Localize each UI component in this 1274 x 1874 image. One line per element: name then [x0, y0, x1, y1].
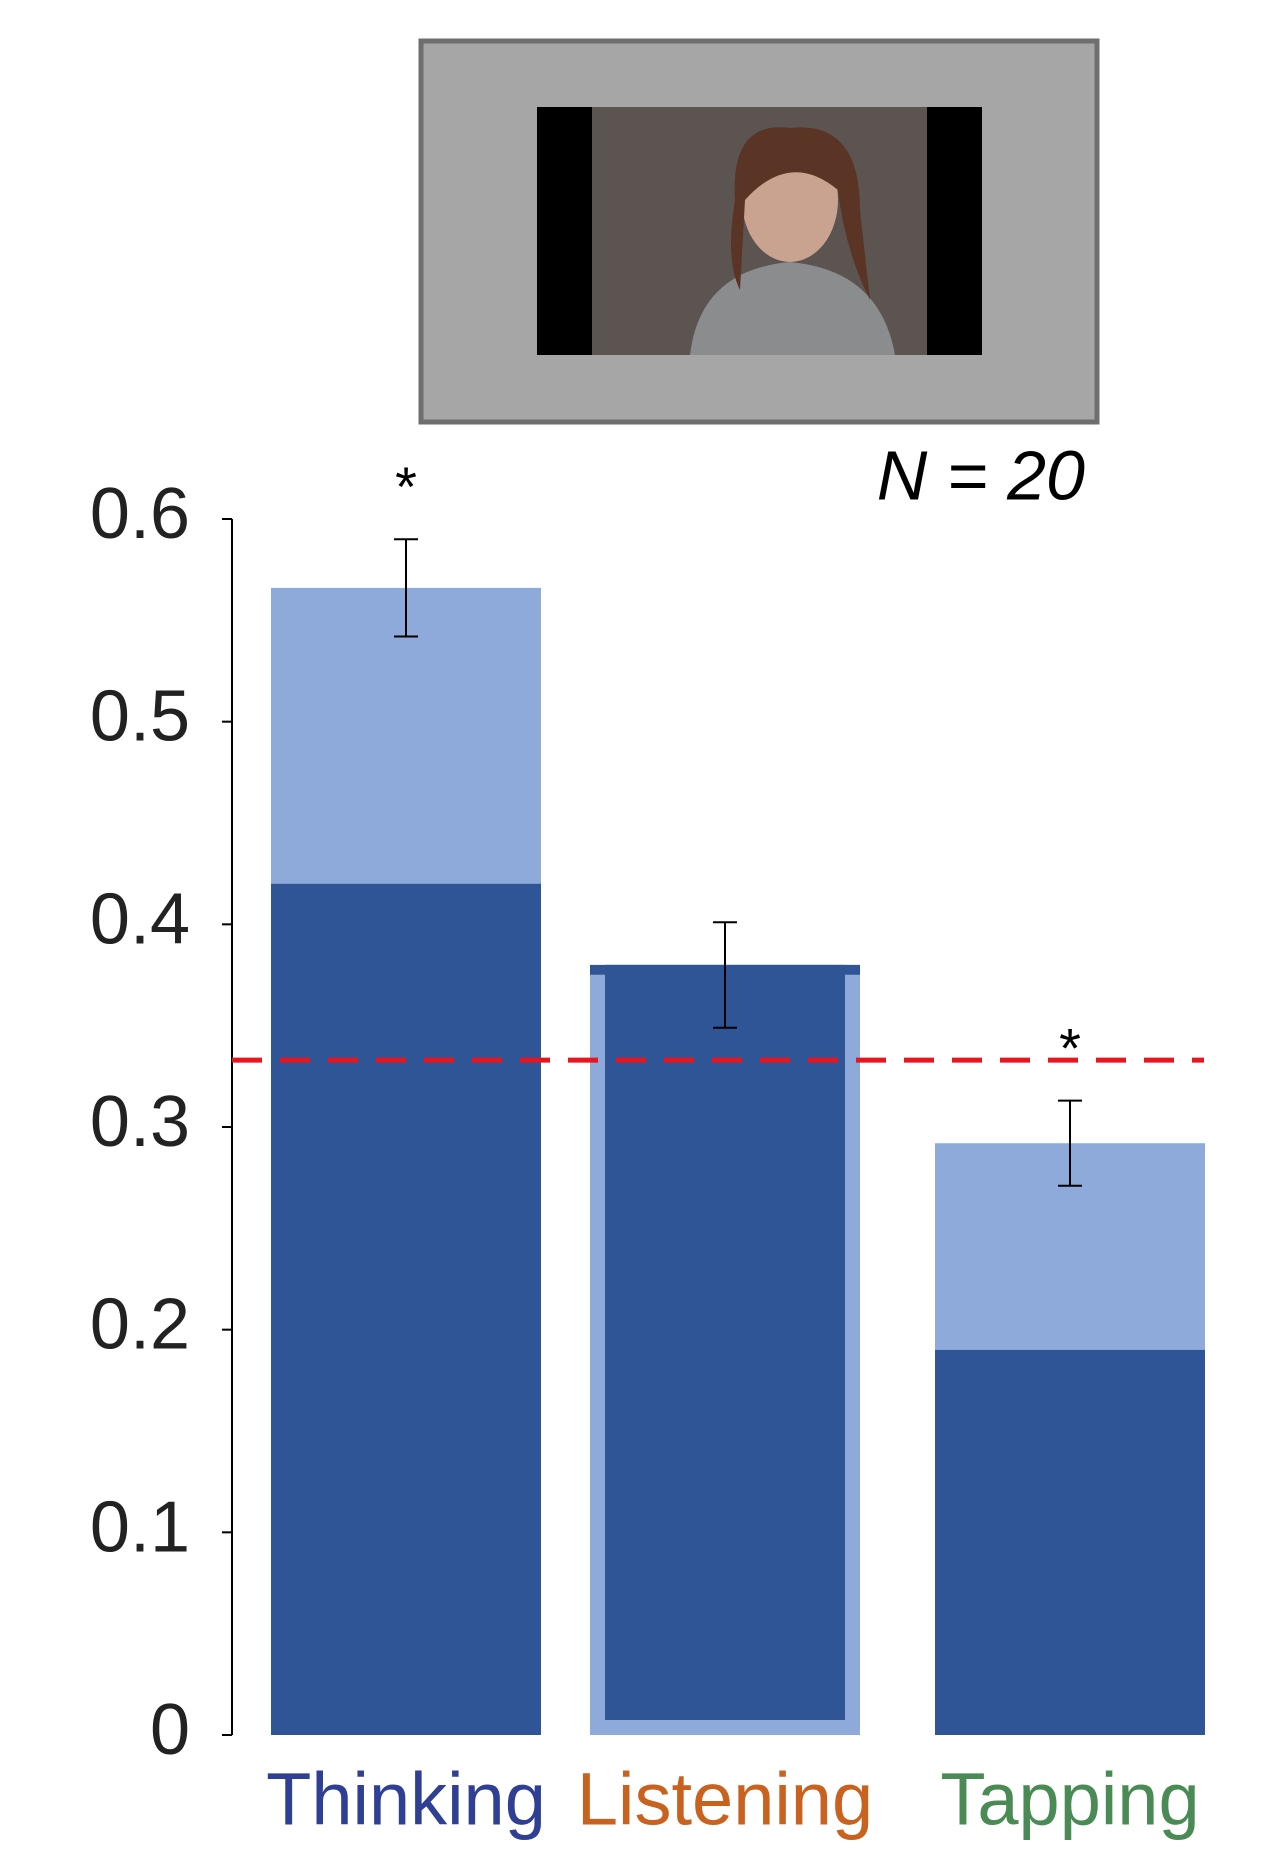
y-tick-label: 0.4	[90, 879, 190, 959]
bar-inner	[935, 1350, 1205, 1735]
chart: N = 20 0 0.1 0.2 0.3 0.4 0.5 0.6 Thinking Listen…	[0, 0, 1274, 1874]
photo	[421, 41, 1097, 422]
significance-label: *	[1059, 1016, 1081, 1079]
y-tick-label: 0.5	[90, 677, 190, 757]
y-tick-label: 0.6	[90, 474, 190, 554]
y-tick-label: 0.3	[90, 1082, 190, 1162]
x-tick-label: Thinking	[266, 1758, 546, 1841]
y-tick-label: 0	[150, 1690, 190, 1770]
chart-title: N = 20	[877, 436, 1085, 514]
significance-label: *	[395, 455, 417, 518]
y-tick-label: 0.1	[90, 1487, 190, 1567]
page: N = 20 0 0.1 0.2 0.3 0.4 0.5 0.6 Thinking Listen…	[0, 0, 1274, 1874]
bar-inner	[605, 965, 845, 1720]
bar-inner	[271, 884, 541, 1735]
x-tick-label: Tapping	[940, 1758, 1199, 1841]
x-tick-label: Listening	[577, 1758, 873, 1841]
y-tick-label: 0.2	[90, 1285, 190, 1365]
